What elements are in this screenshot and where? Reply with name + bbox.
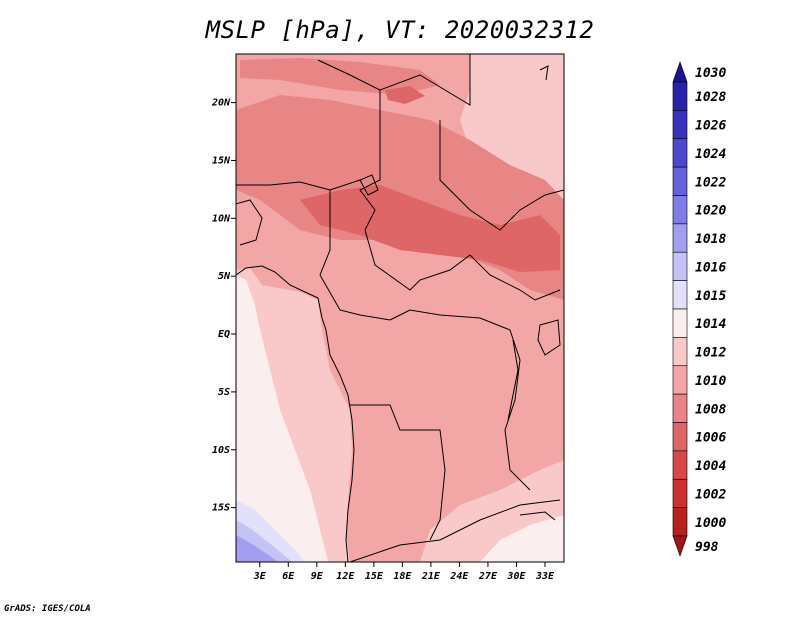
- lon-tick-label: 15E: [365, 571, 384, 582]
- lon-tick-label: 30E: [506, 571, 526, 582]
- lat-tick-label: 10N: [212, 213, 231, 224]
- lat-tick-label: 15N: [212, 155, 231, 166]
- colorbar-segment: [672, 507, 688, 537]
- colorbar-segment: [672, 280, 688, 310]
- map-title: MSLP [hPa], VT: 2020032312: [205, 16, 595, 44]
- colorbar-label: 998: [695, 540, 719, 555]
- colorbar-segment: [672, 365, 688, 395]
- border-south: [349, 499, 561, 562]
- lon-tick-label: 33E: [535, 571, 555, 582]
- border-central: [317, 59, 561, 301]
- colorbar-label: 1000: [695, 516, 726, 531]
- colorbar-segment: [672, 110, 688, 140]
- lat-tick-label: EQ: [218, 329, 230, 340]
- field-1010-basin: [390, 290, 505, 410]
- field-1006-north: [385, 86, 425, 104]
- lon-tick-label: 24E: [449, 571, 469, 582]
- lat-tick-label: 5N: [218, 271, 231, 282]
- colorbar-segment: [672, 138, 688, 168]
- lon-axis: 3E 6E 9E 12E 15E 18E 21E 24E 27E 30E 33E: [253, 562, 555, 582]
- colorbar-segment: [672, 337, 688, 367]
- lat-axis: 20N 15N 10N 5N EQ 5S 10S 15S: [211, 98, 236, 514]
- border-benin: [236, 199, 263, 246]
- colorbar-label: 1026: [695, 119, 726, 134]
- colorbar-label: 1030: [695, 66, 726, 81]
- colorbar: 1030 1028 1026 1024 1022 1020 1018 1016 1015 1014…: [672, 61, 726, 557]
- colorbar-label: 1018: [695, 232, 726, 247]
- lat-tick-label: 20N: [211, 98, 231, 109]
- colorbar-segment: [672, 195, 688, 225]
- colorbar-label: 1020: [695, 204, 726, 219]
- lon-tick-label: 27E: [478, 571, 498, 582]
- colorbar-segment: [672, 308, 688, 338]
- colorbar-segment: [672, 223, 688, 253]
- border-north: [379, 54, 471, 106]
- border-angola: [350, 404, 446, 541]
- colorbar-segment: [672, 422, 688, 452]
- lon-tick-label: 21E: [421, 571, 441, 582]
- lon-tick-label: 18E: [393, 571, 412, 582]
- colorbar-segment: [672, 251, 688, 281]
- lon-tick-label: 12E: [336, 571, 355, 582]
- lake-chad: [359, 174, 379, 196]
- colorbar-label: 1024: [695, 147, 726, 162]
- colorbar-label: 1010: [695, 374, 726, 389]
- map-frame: [235, 53, 565, 563]
- pressure-field: [236, 54, 564, 562]
- border-drc-east: [389, 309, 531, 491]
- border-cameroon: [319, 190, 391, 321]
- border-sahel: [236, 179, 361, 191]
- colorbar-segment: [672, 166, 688, 196]
- colorbar-label: 1002: [695, 487, 726, 502]
- colorbar-label: 1028: [695, 90, 726, 105]
- lat-tick-label: 10S: [212, 445, 230, 456]
- lon-tick-label: 6E: [282, 571, 295, 582]
- field-1006: [300, 185, 560, 272]
- lat-tick-label: 15S: [212, 503, 230, 514]
- field-1018: [236, 535, 278, 562]
- colorbar-arrow-top: [672, 61, 688, 83]
- coastline-west: [236, 265, 355, 562]
- colorbar-segment: [672, 393, 688, 423]
- lake-kariba: [519, 511, 556, 521]
- colorbar-segment: [672, 450, 688, 480]
- field-1014-se: [480, 515, 564, 562]
- field-1014-ocean: [236, 275, 328, 562]
- lake-tanganyika: [507, 339, 519, 421]
- grads-credit: GrADS: IGES/COLA: [4, 604, 91, 614]
- colorbar-label: 1022: [695, 175, 726, 190]
- colorbar-label: 1008: [695, 402, 726, 417]
- colorbar-arrow-bottom: [672, 535, 688, 557]
- coast-red-sea: [539, 65, 549, 81]
- colorbar-label: 1004: [695, 459, 726, 474]
- colorbar-segment: [672, 81, 688, 111]
- colorbar-label: 1015: [695, 289, 726, 304]
- colorbar-segment: [672, 478, 688, 508]
- boundaries: [236, 54, 564, 562]
- lon-tick-label: 9E: [311, 571, 324, 582]
- colorbar-label: 1012: [695, 346, 726, 361]
- colorbar-label: 1016: [695, 260, 726, 275]
- colorbar-label: 1006: [695, 431, 726, 446]
- colorbar-label: 1014: [695, 317, 726, 332]
- border-east: [439, 120, 564, 231]
- lake-victoria: [537, 319, 561, 356]
- lon-tick-label: 3E: [253, 571, 267, 582]
- lat-tick-label: 5S: [218, 387, 230, 398]
